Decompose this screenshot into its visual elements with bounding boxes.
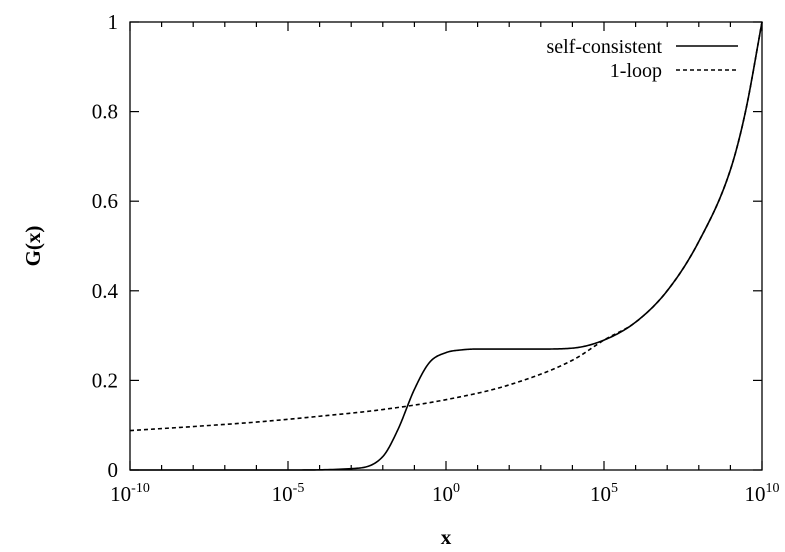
y-tick-label: 0.2 bbox=[92, 368, 118, 392]
x-axis-title: x bbox=[441, 525, 452, 549]
series-line-self-consistent bbox=[130, 21, 763, 471]
y-axis-ticks: 0 0.2 0.4 0.6 0.8 1 bbox=[92, 10, 762, 482]
plot-frame bbox=[129, 21, 763, 471]
legend-label-self-consistent: self-consistent bbox=[546, 36, 662, 58]
y-tick-label: 0.4 bbox=[92, 279, 119, 303]
y-tick-label: 0.6 bbox=[92, 189, 118, 213]
x-tick-label: 10-10 bbox=[110, 481, 150, 506]
legend-label-1-loop: 1-loop bbox=[610, 60, 662, 82]
x-axis-ticks: 10-10 10-5 100 105 1010 bbox=[110, 22, 780, 506]
y-axis-title: G(x) bbox=[21, 226, 45, 267]
x-tick-label: 105 bbox=[590, 481, 618, 506]
y-tick-label: 0.8 bbox=[92, 100, 118, 124]
series-lines bbox=[129, 21, 763, 471]
x-tick-label: 100 bbox=[432, 481, 460, 506]
x-tick-label: 1010 bbox=[745, 481, 780, 506]
series-line-1-loop bbox=[129, 21, 763, 432]
y-tick-label: 0 bbox=[108, 458, 119, 482]
y-tick-label: 1 bbox=[108, 10, 119, 34]
legend: self-consistent 1-loop bbox=[546, 36, 738, 82]
x-tick-label: 10-5 bbox=[272, 481, 305, 506]
